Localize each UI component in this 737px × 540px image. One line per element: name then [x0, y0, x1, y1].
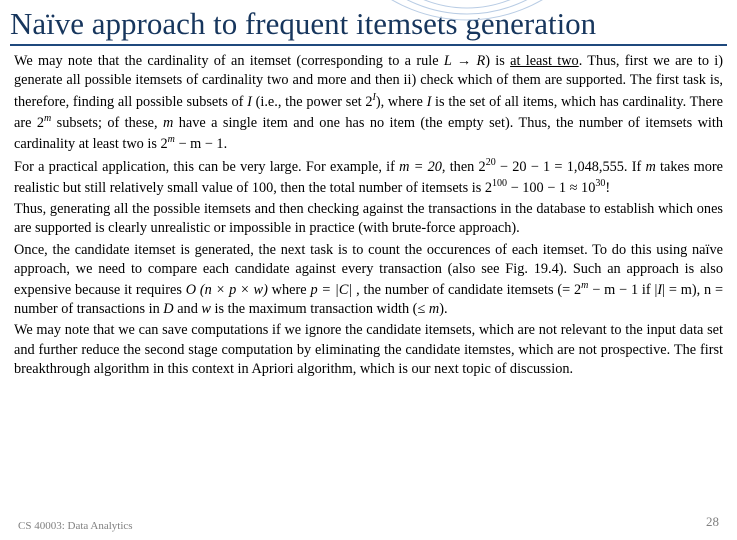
paragraph-4: Once, the candidate itemset is generated…	[14, 241, 723, 320]
page-number: 28	[706, 514, 719, 530]
body-content: We may note that the cardinality of an i…	[0, 46, 737, 379]
paragraph-3: Thus, generating all the possible itemse…	[14, 200, 723, 239]
paragraph-1: We may note that the cardinality of an i…	[14, 52, 723, 154]
footer-course-label: CS 40003: Data Analytics	[18, 520, 133, 532]
paragraph-2: For a practical application, this can be…	[14, 156, 723, 198]
title-underline	[10, 44, 727, 46]
slide-title: Naïve approach to frequent itemsets gene…	[10, 6, 727, 42]
paragraph-5: We may note that we can save computation…	[14, 321, 723, 379]
